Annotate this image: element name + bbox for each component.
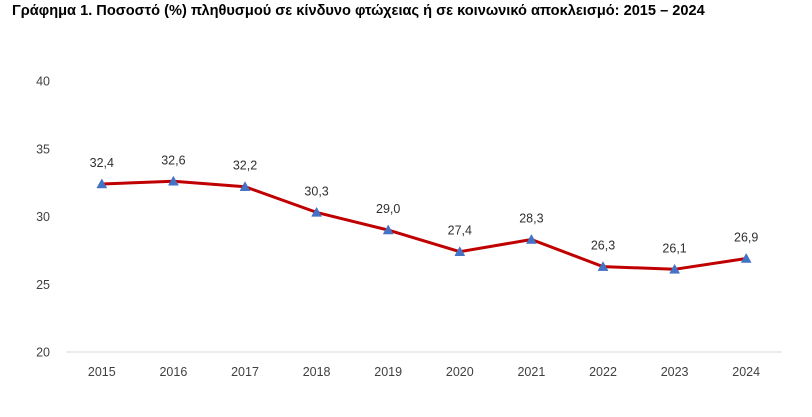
series-line bbox=[100, 179, 748, 271]
x-tick-label: 2015 bbox=[88, 365, 116, 379]
data-labels: 32,4 32,6 32,2 30,3 29,0 27,4 28,3 26,3 26,1 26,9 bbox=[90, 153, 759, 255]
x-tick-label: 2017 bbox=[231, 365, 259, 379]
series-line-group bbox=[100, 179, 748, 271]
chart-title: Γράφημα 1. Ποσοστό (%) πληθυσμού σε κίνδ… bbox=[12, 3, 705, 19]
data-value-label: 26,9 bbox=[734, 231, 758, 245]
y-tick-label: 35 bbox=[36, 142, 50, 156]
x-tick-label: 2023 bbox=[661, 365, 689, 379]
y-tick-label: 40 bbox=[36, 75, 50, 89]
data-value-label: 32,2 bbox=[233, 159, 257, 173]
data-value-label: 26,3 bbox=[591, 239, 615, 253]
data-point-marker bbox=[382, 224, 394, 235]
data-point-marker bbox=[167, 175, 179, 186]
data-point-marker bbox=[669, 263, 681, 274]
data-point-marker bbox=[96, 178, 108, 189]
x-tick-label: 2018 bbox=[303, 365, 331, 379]
y-tick-label: 30 bbox=[36, 210, 50, 224]
data-point-marker bbox=[311, 206, 323, 217]
data-point-marker bbox=[525, 234, 537, 244]
data-point-marker bbox=[597, 261, 609, 271]
x-tick-label: 2019 bbox=[374, 365, 402, 379]
data-markers bbox=[96, 175, 752, 274]
x-tick-label: 2022 bbox=[589, 365, 617, 379]
y-tick-label: 25 bbox=[36, 278, 50, 292]
data-value-label: 27,4 bbox=[448, 224, 472, 238]
y-axis-labels: 20 25 30 35 40 bbox=[36, 75, 50, 360]
x-tick-label: 2016 bbox=[159, 365, 187, 379]
data-value-label: 32,6 bbox=[161, 153, 185, 167]
data-value-label: 30,3 bbox=[304, 184, 328, 198]
data-value-label: 32,4 bbox=[90, 156, 114, 170]
data-value-label: 29,0 bbox=[376, 202, 400, 216]
data-value-label: 28,3 bbox=[519, 212, 543, 226]
data-point-marker bbox=[239, 181, 251, 191]
x-tick-label: 2020 bbox=[446, 365, 474, 379]
x-axis-labels: 2015 2016 2017 2018 2019 2020 2021 2022 2023 2024 bbox=[88, 365, 760, 379]
data-value-label: 26,1 bbox=[662, 241, 686, 255]
x-tick-label: 2021 bbox=[517, 365, 545, 379]
y-tick-label: 20 bbox=[36, 346, 50, 360]
x-tick-label: 2024 bbox=[732, 365, 760, 379]
data-point-marker bbox=[740, 252, 752, 263]
data-point-marker bbox=[454, 246, 466, 256]
